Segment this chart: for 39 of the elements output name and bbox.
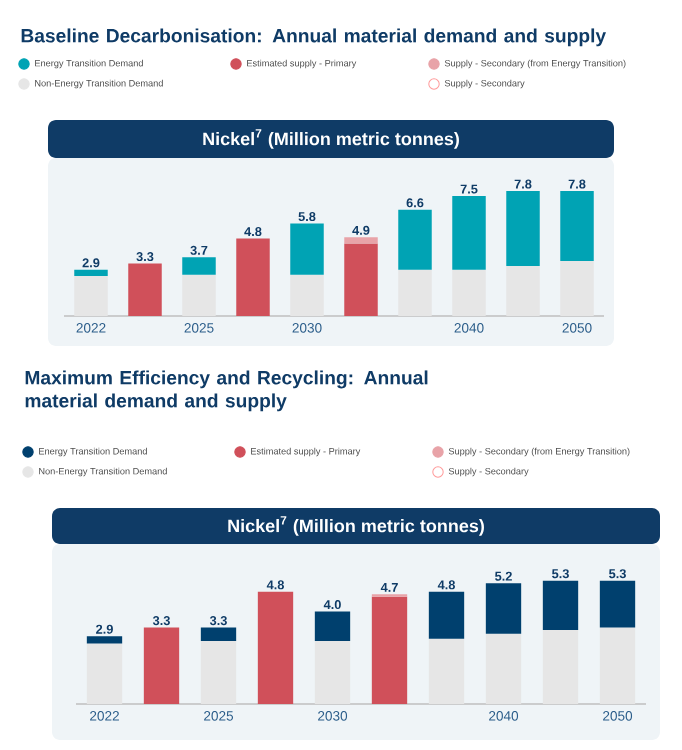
bar [452, 196, 486, 270]
bar [200, 627, 237, 642]
bar [599, 627, 636, 704]
bar [560, 191, 594, 261]
bar [560, 261, 594, 316]
bar [398, 209, 432, 270]
chart-title: Maximum Efficiency and Recycling: Annual material demand and supply [25, 370, 428, 412]
bar [542, 580, 579, 630]
bar [182, 274, 216, 316]
bar [314, 641, 351, 704]
bar [314, 611, 351, 642]
bar [398, 269, 432, 316]
bar [86, 643, 123, 704]
bar [182, 257, 216, 275]
bar [74, 269, 108, 276]
bar [143, 627, 180, 704]
bar [236, 238, 270, 316]
chart-title: Baseline Decarbonisation: Annual material demand and supply [21, 28, 606, 47]
chart-subtitle: Nickel$^{7}$ (Million metric tonnes) [203, 129, 459, 149]
bar [74, 276, 108, 316]
bar [344, 237, 378, 244]
bar [428, 638, 465, 704]
bar [485, 583, 522, 634]
bar [290, 274, 324, 316]
bar [86, 636, 123, 644]
bar [257, 591, 294, 704]
bar [485, 633, 522, 704]
chart-subtitle: Nickel$^{7}$ (Million metric tonnes) [228, 516, 484, 536]
bar [371, 596, 408, 704]
bar [290, 223, 324, 275]
bar [428, 591, 465, 639]
bar [542, 630, 579, 704]
bar [506, 265, 540, 316]
bar [200, 641, 237, 704]
bar [128, 263, 162, 316]
bar [599, 580, 636, 628]
bar [344, 243, 378, 316]
bar [506, 191, 540, 266]
bar [452, 269, 486, 316]
